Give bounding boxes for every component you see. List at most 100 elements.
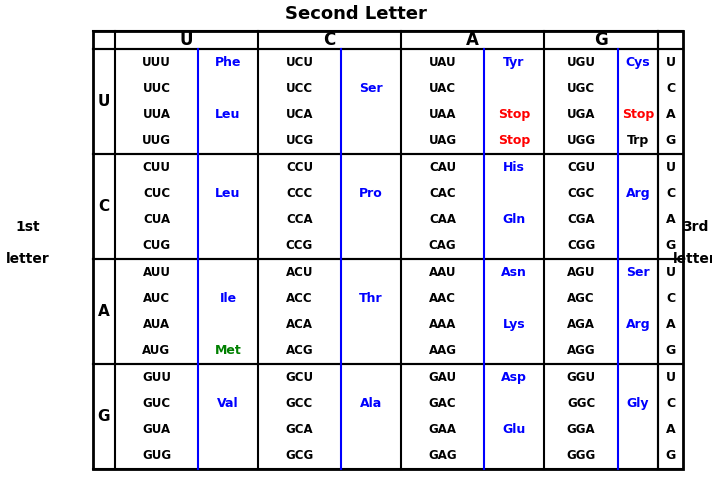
Text: Asn: Asn <box>501 266 527 278</box>
Text: GAU: GAU <box>429 371 456 383</box>
Text: CCA: CCA <box>286 213 313 226</box>
Text: U: U <box>666 55 676 69</box>
Text: G: G <box>666 240 676 252</box>
Text: GCU: GCU <box>286 371 313 383</box>
Text: ACG: ACG <box>286 345 313 357</box>
Text: CCC: CCC <box>286 187 313 200</box>
Text: CAU: CAU <box>429 161 456 174</box>
Text: AUC: AUC <box>143 292 170 305</box>
Text: 1st

letter: 1st letter <box>6 220 50 266</box>
Text: ACA: ACA <box>286 318 313 331</box>
Text: Stop: Stop <box>622 108 654 121</box>
Text: CUC: CUC <box>143 187 170 200</box>
Text: GGA: GGA <box>567 423 595 436</box>
Text: UUC: UUC <box>142 82 170 95</box>
Text: G: G <box>666 134 676 147</box>
Text: UGG: UGG <box>567 134 595 147</box>
Text: GUG: GUG <box>142 450 171 462</box>
Text: Val: Val <box>217 397 239 410</box>
Text: AGC: AGC <box>567 292 595 305</box>
Text: U: U <box>98 94 110 109</box>
Text: AAG: AAG <box>429 345 456 357</box>
Text: GUA: GUA <box>142 423 171 436</box>
Text: UUA: UUA <box>142 108 170 121</box>
Text: U: U <box>666 161 676 174</box>
Text: Trp: Trp <box>627 134 649 147</box>
Text: UAA: UAA <box>429 108 456 121</box>
Text: GCA: GCA <box>286 423 313 436</box>
Text: GAG: GAG <box>428 450 457 462</box>
Text: Gln: Gln <box>503 213 525 226</box>
Text: U: U <box>666 266 676 278</box>
Text: AAC: AAC <box>429 292 456 305</box>
Text: AGU: AGU <box>567 266 595 278</box>
Text: CCG: CCG <box>286 240 313 252</box>
Text: GUU: GUU <box>142 371 171 383</box>
Text: CAA: CAA <box>429 213 456 226</box>
Text: G: G <box>98 409 110 424</box>
Text: Arg: Arg <box>626 318 650 331</box>
Text: AUU: AUU <box>142 266 170 278</box>
Text: CUG: CUG <box>142 240 171 252</box>
Text: GAA: GAA <box>429 423 456 436</box>
Text: UAC: UAC <box>429 82 456 95</box>
Text: UGC: UGC <box>567 82 595 95</box>
Text: A: A <box>666 318 675 331</box>
Text: AUA: AUA <box>143 318 170 331</box>
Text: His: His <box>503 161 525 174</box>
Text: AUG: AUG <box>142 345 171 357</box>
Text: CGG: CGG <box>567 240 595 252</box>
Text: A: A <box>666 213 675 226</box>
Text: G: G <box>594 31 608 49</box>
Text: Cys: Cys <box>626 55 650 69</box>
Bar <box>93 31 683 469</box>
Text: Stop: Stop <box>498 108 530 121</box>
Text: Stop: Stop <box>498 134 530 147</box>
Text: UAU: UAU <box>429 55 456 69</box>
Text: UGA: UGA <box>567 108 595 121</box>
Text: Asp: Asp <box>501 371 527 383</box>
Text: AGA: AGA <box>567 318 595 331</box>
Text: 3rd

letter: 3rd letter <box>673 220 712 266</box>
Text: UUG: UUG <box>142 134 171 147</box>
Text: UCU: UCU <box>286 55 313 69</box>
Text: GGG: GGG <box>566 450 596 462</box>
Text: GGC: GGC <box>567 397 595 410</box>
Text: AAA: AAA <box>429 318 456 331</box>
Text: A: A <box>98 304 110 319</box>
Text: C: C <box>666 187 675 200</box>
Text: ACC: ACC <box>286 292 313 305</box>
Text: Ser: Ser <box>359 82 383 95</box>
Text: Thr: Thr <box>359 292 383 305</box>
Text: Leu: Leu <box>215 108 241 121</box>
Text: AAU: AAU <box>429 266 456 278</box>
Text: C: C <box>666 397 675 410</box>
Text: Ile: Ile <box>219 292 236 305</box>
Text: GCG: GCG <box>286 450 313 462</box>
Text: GCC: GCC <box>286 397 313 410</box>
Text: CAG: CAG <box>429 240 456 252</box>
Text: CUA: CUA <box>143 213 170 226</box>
Text: G: G <box>666 345 676 357</box>
Text: CUU: CUU <box>142 161 170 174</box>
Text: Met: Met <box>214 345 241 357</box>
Text: CGC: CGC <box>567 187 595 200</box>
Text: Ala: Ala <box>360 397 382 410</box>
Text: GAC: GAC <box>429 397 456 410</box>
Text: CCU: CCU <box>286 161 313 174</box>
Text: UCC: UCC <box>286 82 313 95</box>
Text: CAC: CAC <box>429 187 456 200</box>
Text: UGU: UGU <box>567 55 595 69</box>
Text: Lys: Lys <box>503 318 525 331</box>
Text: ACU: ACU <box>286 266 313 278</box>
Text: Arg: Arg <box>626 187 650 200</box>
Text: GGU: GGU <box>567 371 595 383</box>
Text: AGG: AGG <box>567 345 595 357</box>
Text: Leu: Leu <box>215 187 241 200</box>
Text: Ser: Ser <box>626 266 650 278</box>
Text: Gly: Gly <box>627 397 649 410</box>
Text: Pro: Pro <box>359 187 383 200</box>
Text: Phe: Phe <box>215 55 241 69</box>
Text: UAG: UAG <box>429 134 456 147</box>
Text: UUU: UUU <box>142 55 171 69</box>
